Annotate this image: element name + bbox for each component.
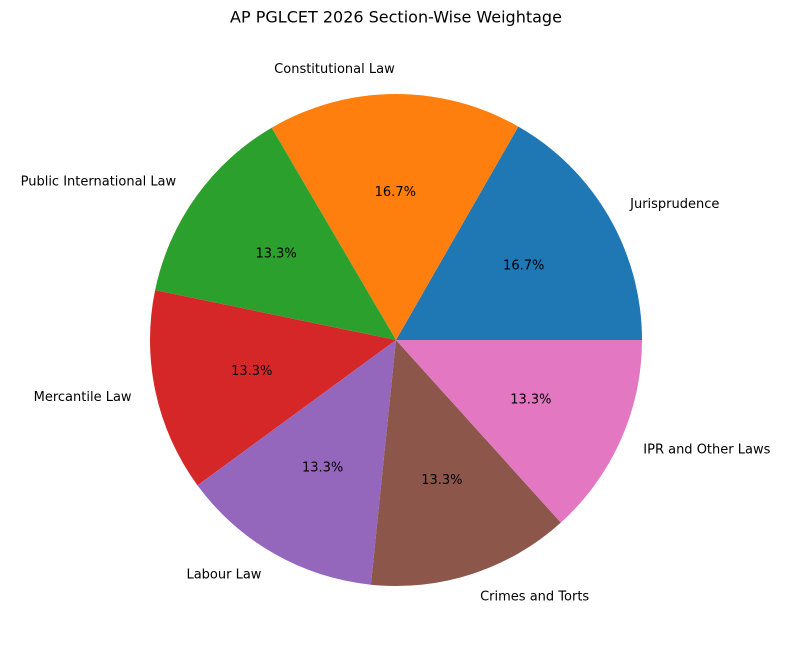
pie-slice: [370, 340, 561, 586]
pie-slice: [396, 126, 642, 341]
slice-label: Crimes and Torts: [480, 590, 589, 605]
value-label: 13.3%: [302, 461, 343, 476]
slice-label: Constitutional Law: [274, 62, 395, 77]
pie-slice: [197, 340, 396, 585]
chart-title: AP PGLCET 2026 Section-Wise Weightage: [230, 8, 562, 27]
pie-slice: [271, 94, 519, 341]
slice-label: Labour Law: [186, 567, 261, 582]
value-label: 13.3%: [231, 364, 272, 379]
slice-label: Public International Law: [21, 175, 177, 190]
value-label: 13.3%: [255, 246, 296, 261]
pie-slice: [396, 340, 642, 523]
slice-label: Mercantile Law: [34, 390, 132, 405]
slice-label: Jurisprudence: [629, 197, 719, 212]
value-label: 16.7%: [503, 258, 544, 273]
value-label: 16.7%: [375, 185, 416, 200]
pie-slice: [149, 290, 396, 486]
pie-slice: [155, 127, 396, 340]
value-label: 13.3%: [510, 392, 551, 407]
value-label: 13.3%: [421, 473, 462, 488]
slice-label: IPR and Other Laws: [643, 442, 770, 457]
